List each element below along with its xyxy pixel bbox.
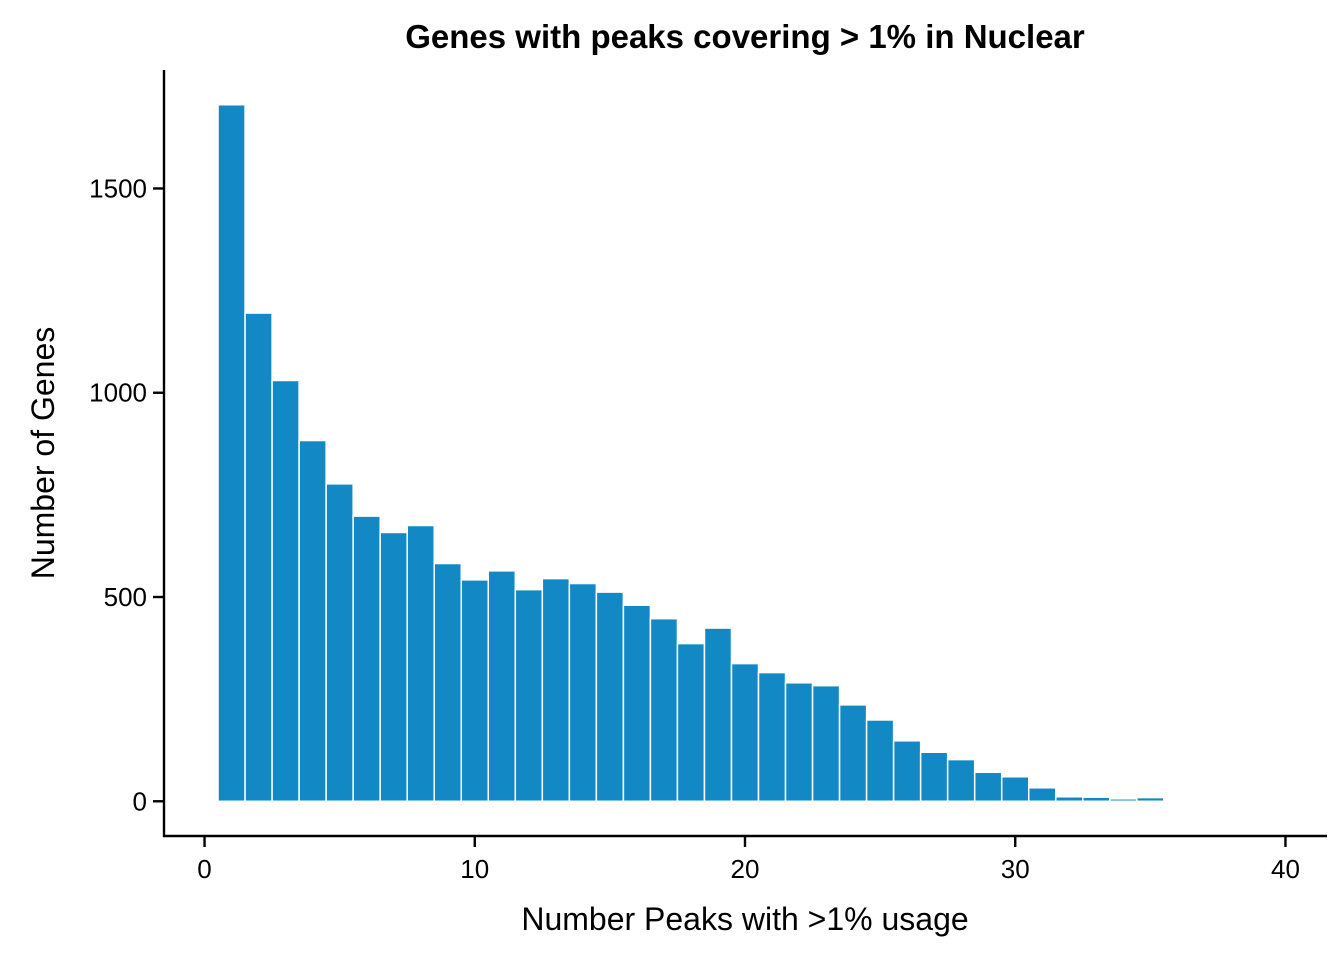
x-tick-label: 40	[1271, 854, 1300, 884]
bar	[1055, 796, 1084, 803]
bar	[460, 579, 490, 803]
bar	[1217, 800, 1246, 803]
bar	[757, 671, 787, 803]
y-tick-label: 0	[133, 786, 147, 816]
bar	[838, 704, 868, 803]
bar	[1136, 796, 1165, 803]
x-tick-label: 30	[1001, 854, 1030, 884]
bar	[244, 312, 273, 803]
bar	[1000, 776, 1030, 803]
bar	[973, 771, 1003, 803]
bar	[433, 562, 463, 803]
bar	[865, 719, 895, 803]
bar	[676, 642, 706, 803]
bar	[298, 439, 327, 803]
bar	[649, 617, 679, 803]
y-tick-label: 1500	[89, 173, 147, 203]
bar	[406, 524, 435, 803]
x-tick-label: 10	[460, 854, 489, 884]
bar	[784, 682, 814, 803]
bar	[919, 751, 949, 803]
bar	[487, 570, 517, 803]
y-axis-label: Number of Genes	[25, 327, 61, 580]
bar	[271, 379, 300, 803]
bar	[703, 627, 733, 803]
y-axis-ticks: 0 500 1000 1500	[89, 173, 164, 816]
bar	[1109, 798, 1138, 803]
x-tick-label: 20	[731, 854, 760, 884]
bar	[1163, 799, 1192, 803]
bar	[352, 515, 381, 803]
bar	[217, 103, 246, 803]
x-axis-ticks: 0 10 20 30 40	[197, 836, 1300, 884]
chart-title: Genes with peaks covering > 1% in Nuclea…	[405, 18, 1085, 55]
bar	[946, 758, 976, 803]
bar	[811, 684, 841, 803]
bar	[379, 531, 408, 803]
bar	[730, 662, 760, 803]
bar	[1027, 787, 1057, 803]
bar	[1082, 796, 1111, 803]
bar	[1244, 800, 1273, 803]
bar-series	[217, 103, 1273, 803]
x-tick-label: 0	[197, 854, 211, 884]
bar	[622, 604, 652, 803]
bar	[1190, 799, 1219, 803]
bar	[541, 577, 571, 803]
bar	[568, 582, 598, 803]
bar	[892, 740, 922, 803]
bar	[514, 588, 544, 803]
bar	[325, 483, 354, 803]
y-tick-label: 500	[104, 582, 147, 612]
x-axis-label: Number Peaks with >1% usage	[521, 901, 968, 937]
y-tick-label: 1000	[89, 378, 147, 408]
bar	[595, 591, 625, 803]
